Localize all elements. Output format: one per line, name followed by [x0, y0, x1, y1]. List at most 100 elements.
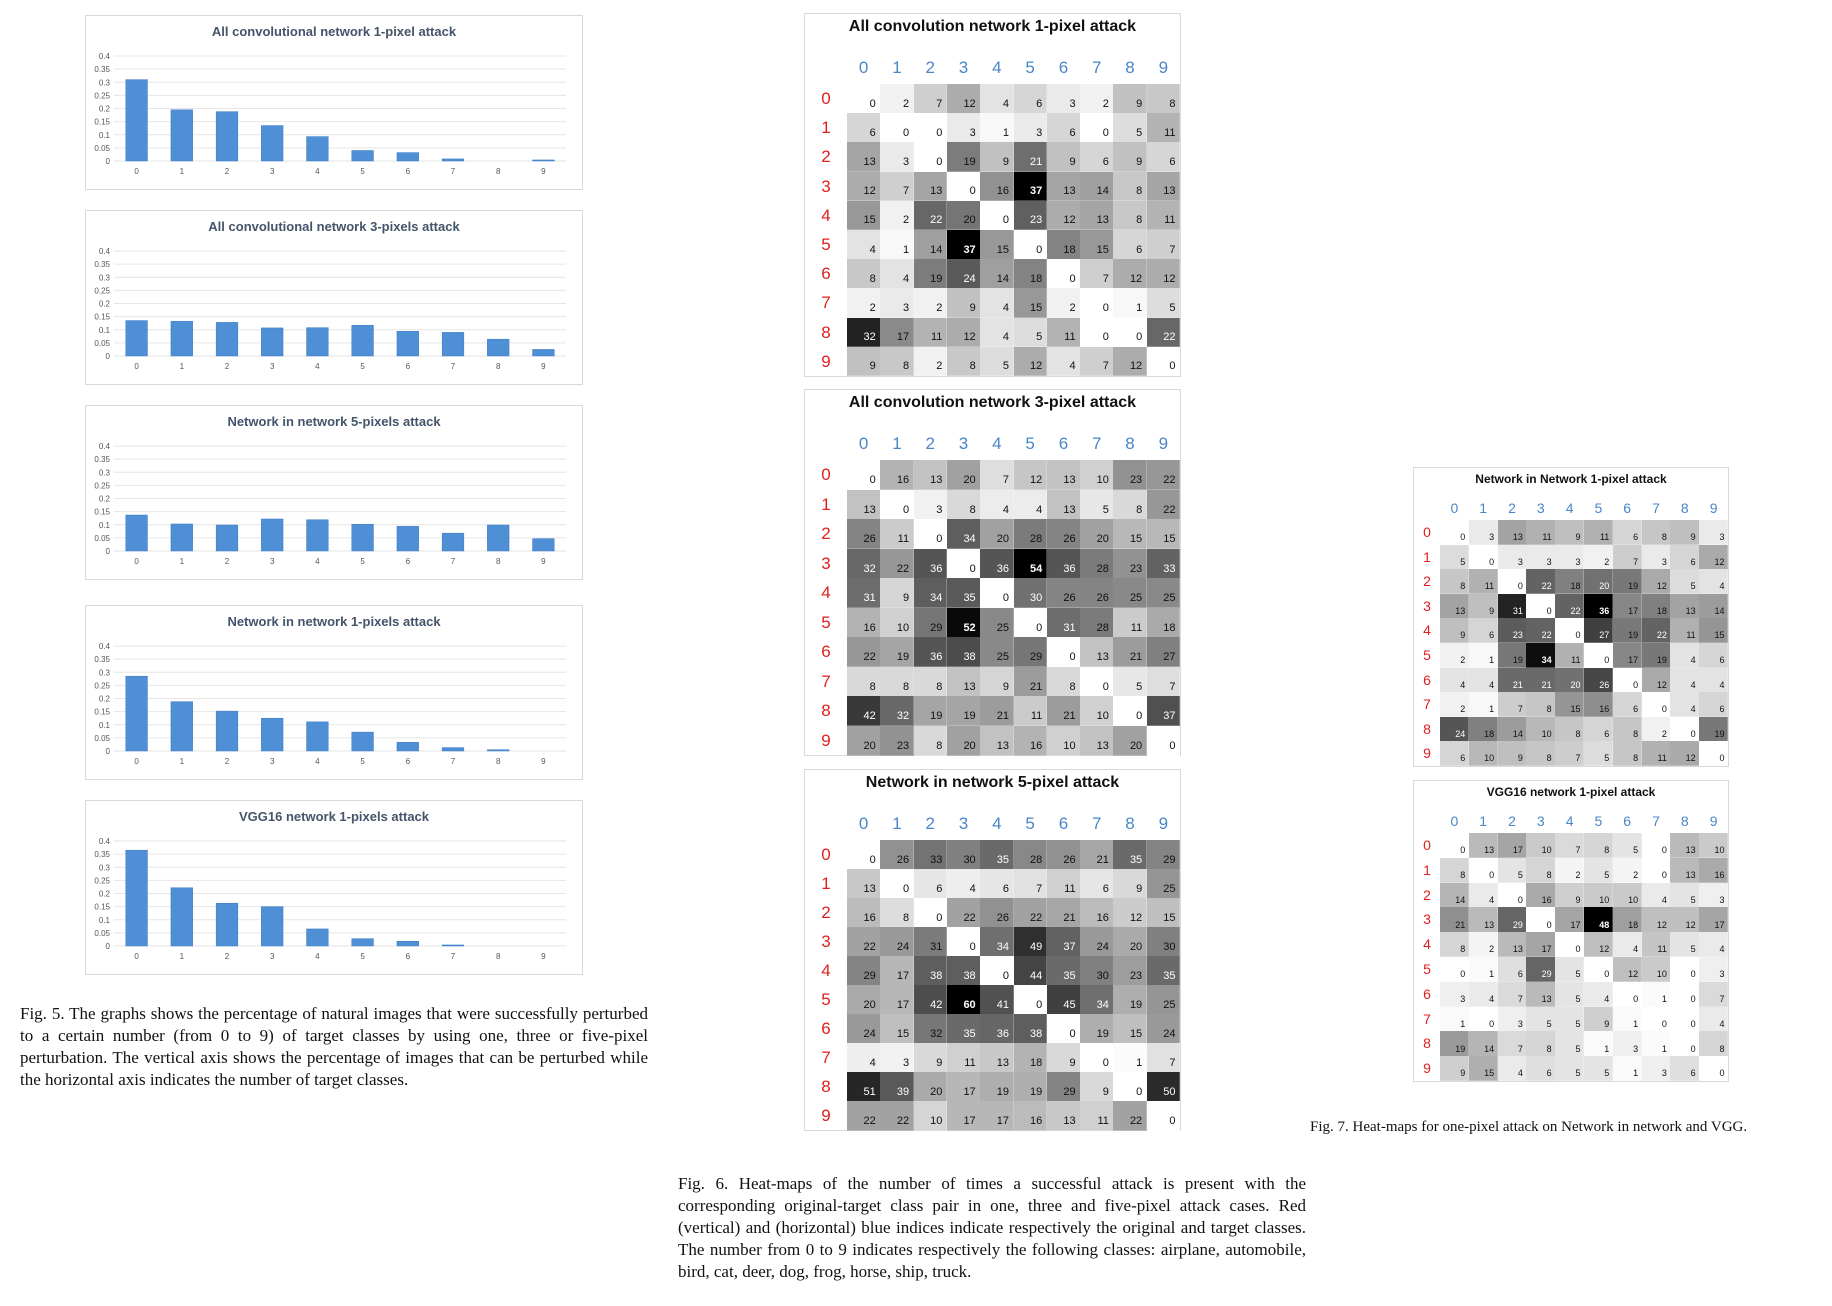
heatmap-cell: 14 [1440, 882, 1470, 908]
heatmap-cell-value: 8 [1719, 1043, 1725, 1054]
heatmap-panel-4: Network in Network 1-pixel attack 0 1 2 3 4 5 6… [1413, 467, 1729, 767]
col-index-label: 5 [1025, 814, 1035, 833]
heatmap-cell: 14 [1468, 1031, 1499, 1057]
heatmap-cell: 36 [913, 637, 948, 667]
x-tick-label: 1 [180, 167, 185, 176]
heatmap-cell: 13 [980, 1043, 1014, 1073]
heatmap-cell: 21 [980, 696, 1014, 726]
heatmap-cell: 13 [1046, 489, 1081, 520]
heatmap-cell: 9 [1113, 142, 1148, 173]
fig6-caption: Fig. 6. Heat-maps of the number of times… [678, 1174, 1306, 1281]
heatmap-cell: 8 [1612, 716, 1643, 742]
heatmap-cell: 7 [1146, 1043, 1181, 1073]
heatmap-cell: 11 [1113, 607, 1148, 638]
heatmap-cell: 19 [946, 696, 981, 726]
heatmap-cell-value: 16 [1096, 911, 1109, 924]
heatmap-cell-value: 5 [1690, 944, 1696, 955]
heatmap-cell: 23 [1497, 618, 1527, 644]
heatmap-cell: 12 [1146, 259, 1181, 289]
heatmap-panel-5: VGG16 network 1-pixel attack 0 1 2 3 4 5 6 7 8 9 0 1… [1413, 780, 1729, 1082]
heatmap-cell-value: 2 [1460, 704, 1466, 715]
heatmap-cell-value: 0 [869, 474, 876, 486]
heatmap-cell: 35 [1113, 840, 1148, 870]
x-tick-label: 6 [406, 557, 411, 566]
heatmap-cell: 7 [1080, 346, 1114, 377]
heatmap-cell-value: 13 [1685, 870, 1696, 881]
heatmap-cell: 8 [847, 259, 881, 289]
heatmap-cell: 0 [1612, 981, 1643, 1008]
heatmap-cell: 6 [1612, 692, 1643, 718]
heatmap-cell: 7 [1555, 741, 1585, 767]
heatmap-cell: 13 [1440, 593, 1470, 619]
heatmap-cell: 13 [1046, 171, 1081, 202]
heatmap-cell: 24 [1080, 927, 1114, 957]
heatmap-cell-value: 38 [963, 969, 976, 982]
heatmap-cell-value: 7 [902, 185, 910, 198]
fig5-caption: Fig. 5. The graphs shows the percentage … [20, 1004, 648, 1089]
heatmap-cell: 19 [946, 142, 981, 173]
heatmap-cell: 3 [880, 142, 915, 173]
heatmap-cell-value: 29 [1541, 969, 1552, 980]
heatmap-cell-value: 37 [1063, 940, 1076, 953]
heatmap-cell: 37 [1046, 927, 1081, 957]
heatmap-cell-value: 8 [902, 911, 910, 924]
row-index-label: 7 [821, 1048, 831, 1067]
heatmap-cell: 0 [1080, 288, 1114, 319]
heatmap-cell-value: 6 [1690, 556, 1696, 567]
heatmap-cell-value: 9 [969, 302, 976, 315]
heatmap-cell: 16 [1013, 1101, 1048, 1131]
heatmap-cell-value: 0 [1002, 214, 1009, 227]
heatmap-cell: 0 [913, 142, 948, 173]
heatmap-cell: 7 [1497, 981, 1527, 1008]
heatmap-cell: 18 [1612, 907, 1643, 933]
x-tick-label: 1 [180, 952, 185, 961]
heatmap-cell-value: 0 [1546, 605, 1552, 616]
heatmap-cell: 17 [1526, 932, 1556, 958]
heatmap-cell-value: 36 [996, 1027, 1009, 1040]
heatmap-cell: 12 [1584, 932, 1614, 958]
heatmap-cell-value: 16 [1541, 894, 1552, 905]
heatmap-cell: 1 [1113, 1043, 1148, 1073]
heatmap-cell-value: 5 [1136, 126, 1143, 139]
heatmap-cell-value: 21 [1063, 710, 1076, 722]
heatmap-cell-value: 3 [902, 1056, 910, 1069]
heatmap-cell: 13 [847, 869, 881, 899]
heatmap-cell: 4 [1468, 882, 1499, 908]
row-index-label: 9 [821, 351, 831, 371]
heatmap-cell-value: 18 [1163, 621, 1176, 634]
heatmap-cell: 6 [1526, 1056, 1556, 1082]
heatmap-cell-value: 20 [963, 739, 976, 752]
heatmap-cell-value: 7 [1102, 272, 1109, 285]
x-tick-label: 5 [360, 952, 365, 961]
heatmap-cell: 17 [1612, 593, 1643, 619]
heatmap-cell: 1 [1440, 1006, 1470, 1032]
heatmap-cell: 2 [913, 346, 948, 377]
heatmap-cell: 6 [1080, 142, 1114, 173]
heatmap-cell-value: 5 [1604, 870, 1610, 881]
heatmap-cell: 6 [1113, 230, 1148, 260]
col-index-label: 1 [1479, 500, 1488, 516]
heatmap-cell-value: 35 [1063, 969, 1076, 982]
heatmap-cell: 8 [1113, 171, 1148, 202]
heatmap-cell-value: 17 [1541, 944, 1552, 955]
heatmap-cell-value: 4 [1069, 360, 1076, 373]
heatmap-cell-value: 3 [936, 503, 943, 516]
row-index-label: 8 [1423, 1035, 1431, 1052]
heatmap-cell: 32 [880, 696, 915, 726]
heatmap-cell: 12 [1670, 741, 1700, 767]
bar [532, 159, 555, 162]
heatmap-cell-value: 13 [863, 503, 876, 516]
heatmap-cell-value: 35 [1129, 853, 1143, 866]
heatmap-cell-value: 8 [936, 680, 943, 693]
heatmap-cell-value: 16 [863, 621, 876, 634]
heatmap-cell: 8 [1526, 1031, 1556, 1057]
heatmap-cell-value: 3 [1661, 1068, 1667, 1079]
heatmap-cell: 22 [880, 548, 915, 579]
row-index-label: 0 [821, 89, 831, 108]
heatmap-cell-value: 1 [1489, 969, 1495, 980]
heatmap-cell: 3 [913, 489, 948, 520]
heatmap-cell: 6 [1468, 618, 1499, 644]
bar [170, 701, 193, 752]
heatmap-cell: 17 [1555, 907, 1585, 933]
heatmap-cell-value: 31 [863, 592, 876, 604]
